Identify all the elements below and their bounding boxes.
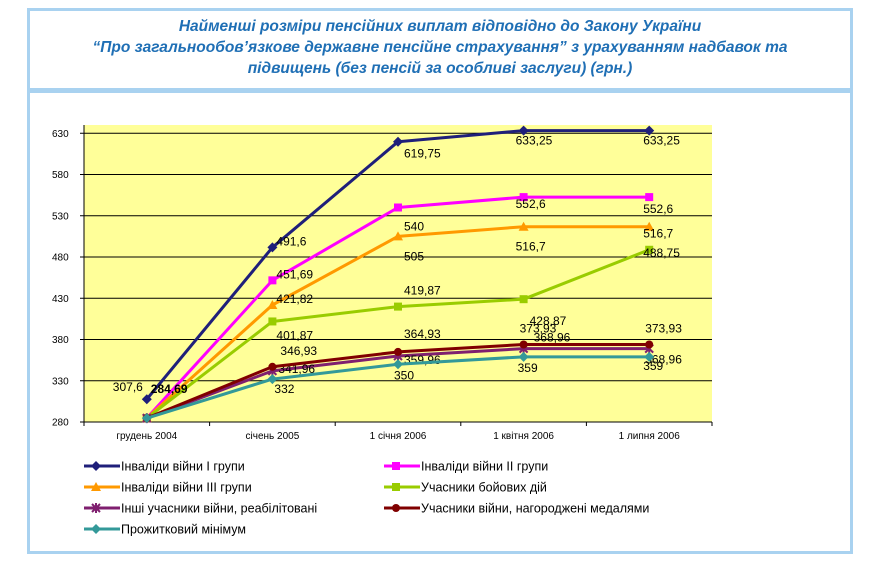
data-point xyxy=(141,413,152,424)
y-tick-label: 430 xyxy=(52,294,69,305)
legend-label: Учасники бойових дій xyxy=(421,481,547,495)
data-label: 505 xyxy=(404,249,424,263)
data-label: 364,93 xyxy=(404,327,441,341)
y-tick-label: 630 xyxy=(52,129,69,140)
y-tick-label: 530 xyxy=(52,211,69,222)
data-point xyxy=(393,359,403,370)
legend-label: Інваліди війни ІІ групи xyxy=(421,460,548,474)
data-point xyxy=(644,125,655,136)
data-point xyxy=(644,221,655,231)
legend-marker xyxy=(392,483,400,491)
data-label: 373,93 xyxy=(520,322,557,336)
data-point xyxy=(267,374,278,385)
legend-label: Учасники війни, нагороджені медалями xyxy=(421,502,649,516)
data-point xyxy=(644,351,655,362)
data-point xyxy=(268,317,277,326)
data-label: 373,93 xyxy=(645,322,682,336)
data-point xyxy=(268,362,277,371)
data-point xyxy=(519,193,528,202)
legend-marker xyxy=(392,462,400,470)
data-label: 284,69 xyxy=(151,382,188,396)
data-label: 619,75 xyxy=(404,147,441,161)
legend-marker xyxy=(91,482,101,491)
data-label: 516,7 xyxy=(516,240,546,254)
x-tick-label: грудень 2004 xyxy=(116,431,177,442)
data-label: 401,87 xyxy=(276,328,313,342)
x-tick-label: 1 липня 2006 xyxy=(619,431,681,442)
series-4: 401,87 419,87 428,87 488,75 xyxy=(142,245,680,423)
title-line-1: Найменші розміри пенсійних виплат відпов… xyxy=(178,18,702,35)
data-point xyxy=(519,340,528,349)
data-point xyxy=(267,299,278,309)
x-tick-label: 1 квітня 2006 xyxy=(493,431,554,442)
legend-label: Інваліди війни ІІІ групи xyxy=(121,481,252,495)
data-label: 451,69 xyxy=(276,267,313,281)
legend-label: Інші учасники війни, реабілітовані xyxy=(121,502,317,516)
data-point xyxy=(645,245,654,254)
legend-item-4: Учасники бойових дій xyxy=(384,481,547,495)
data-point xyxy=(267,242,278,253)
legend-item-3: Інваліди війни ІІІ групи xyxy=(84,481,252,495)
legend-marker xyxy=(91,524,101,534)
data-label: 368,96 xyxy=(645,353,682,367)
data-point xyxy=(394,203,402,212)
data-point xyxy=(518,351,529,362)
data-point xyxy=(393,231,403,241)
legend-marker xyxy=(91,461,101,471)
series-3: 421,82 505 516,7 516,7 xyxy=(141,221,674,423)
data-point xyxy=(393,136,403,147)
y-tick-label: 480 xyxy=(52,253,69,264)
data-point xyxy=(268,276,277,285)
data-label: 421,82 xyxy=(276,292,313,306)
series-1: 307,6 491,6 619,75 633,25 633,25 xyxy=(113,125,680,405)
legend-label: Прожитковий мінімум xyxy=(121,523,246,537)
legend-item-2: Інваліди війни ІІ групи xyxy=(384,460,548,474)
legend-item-5: Інші учасники війни, реабілітовані xyxy=(84,502,317,516)
data-label: 332 xyxy=(274,382,294,396)
data-label: 488,75 xyxy=(643,246,680,260)
data-label: 516,7 xyxy=(643,227,673,241)
legend-item-6: Учасники війни, нагороджені медалями xyxy=(384,502,649,516)
legend-item-1: Інваліди війни І групи xyxy=(84,460,245,474)
title-line-2: “Про загальнообов’язкове державне пенсій… xyxy=(92,39,788,56)
legend-item-7: Прожитковий мінімум xyxy=(84,523,246,537)
y-tick-label: 330 xyxy=(52,376,69,387)
data-label: 359 xyxy=(643,359,663,373)
data-label: 307,6 xyxy=(113,380,143,394)
series-6: 284,69 346,93 364,93 373,93 373,93 xyxy=(142,322,682,423)
y-tick-label: 280 xyxy=(52,418,69,429)
data-point xyxy=(519,295,528,304)
data-label: 359 xyxy=(518,361,538,375)
data-label: 368,96 xyxy=(534,331,571,345)
data-label: 491,6 xyxy=(276,234,306,248)
x-tick-label: січень 2005 xyxy=(246,431,300,442)
title-line-3: підвищень (без пенсій за особливі заслуг… xyxy=(247,60,633,77)
data-point xyxy=(394,347,402,356)
data-label: 428,87 xyxy=(530,314,567,328)
legend-label: Інваліди війни І групи xyxy=(121,460,245,474)
data-point xyxy=(518,221,529,231)
data-label: 633,25 xyxy=(516,134,553,148)
data-label: 350 xyxy=(394,368,414,382)
data-point xyxy=(518,125,529,136)
data-point xyxy=(645,340,654,349)
data-label: 633,25 xyxy=(643,134,680,148)
data-label: 346,93 xyxy=(280,344,317,358)
data-point xyxy=(141,394,152,405)
data-point xyxy=(645,193,654,202)
data-point xyxy=(394,302,402,311)
legend-marker xyxy=(91,503,101,513)
series-2: 451,69 540 552,6 552,6 xyxy=(142,193,674,423)
y-tick-label: 580 xyxy=(52,170,69,181)
data-label: 552,6 xyxy=(643,202,673,216)
data-label: 419,87 xyxy=(404,284,441,298)
y-tick-label: 380 xyxy=(52,335,69,346)
series-7: 332 350 359 359 xyxy=(141,351,664,424)
legend-marker xyxy=(392,504,400,512)
data-label: 552,6 xyxy=(516,197,546,211)
chart-title: Найменші розміри пенсійних виплат відпов… xyxy=(30,11,850,93)
x-tick-label: 1 січня 2006 xyxy=(370,431,427,442)
data-label: 540 xyxy=(404,220,424,234)
